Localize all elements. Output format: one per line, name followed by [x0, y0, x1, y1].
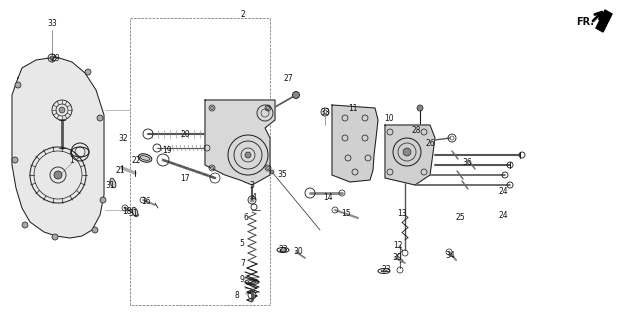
- Text: 3: 3: [250, 180, 254, 189]
- Polygon shape: [205, 100, 275, 185]
- Text: 9: 9: [240, 276, 245, 284]
- Text: 28: 28: [411, 125, 421, 134]
- Text: 13: 13: [397, 209, 407, 218]
- Text: 2: 2: [241, 10, 245, 19]
- Text: 8: 8: [235, 291, 240, 300]
- Circle shape: [245, 152, 251, 158]
- Circle shape: [97, 115, 103, 121]
- Text: 30: 30: [293, 246, 303, 255]
- Circle shape: [266, 166, 269, 170]
- Circle shape: [54, 171, 62, 179]
- Text: 16: 16: [141, 197, 151, 206]
- Polygon shape: [596, 10, 612, 32]
- Text: 10: 10: [384, 114, 394, 123]
- Text: 18: 18: [122, 207, 132, 217]
- Circle shape: [403, 148, 411, 156]
- Text: 35: 35: [277, 170, 287, 179]
- Circle shape: [417, 105, 423, 111]
- Text: 24: 24: [498, 211, 508, 220]
- Ellipse shape: [132, 207, 138, 217]
- Polygon shape: [12, 57, 104, 238]
- Text: 25: 25: [455, 213, 465, 222]
- Text: 30: 30: [392, 252, 402, 261]
- Text: 36: 36: [462, 157, 472, 166]
- Text: 27: 27: [283, 74, 293, 83]
- Text: 6: 6: [243, 213, 249, 222]
- Text: 5: 5: [240, 238, 245, 247]
- Circle shape: [12, 157, 18, 163]
- Text: 32: 32: [118, 133, 128, 142]
- Circle shape: [92, 227, 98, 233]
- Ellipse shape: [110, 178, 116, 188]
- Text: 31: 31: [105, 180, 115, 189]
- Text: 24: 24: [498, 187, 508, 196]
- Text: 4: 4: [252, 193, 256, 202]
- Polygon shape: [385, 125, 435, 185]
- Text: 17: 17: [180, 173, 190, 182]
- Text: 26: 26: [425, 139, 435, 148]
- Text: 19: 19: [162, 146, 172, 155]
- Circle shape: [292, 92, 299, 99]
- Circle shape: [270, 170, 274, 174]
- Polygon shape: [332, 105, 378, 182]
- Circle shape: [266, 107, 269, 109]
- Text: 29: 29: [50, 53, 60, 62]
- Text: 11: 11: [348, 103, 358, 113]
- Text: FR.: FR.: [576, 17, 594, 27]
- Text: 33: 33: [320, 108, 330, 116]
- Text: 12: 12: [393, 241, 403, 250]
- Text: 23: 23: [278, 244, 288, 253]
- Text: 23: 23: [381, 266, 391, 275]
- Text: 31: 31: [128, 209, 138, 218]
- Circle shape: [210, 166, 214, 170]
- Circle shape: [50, 56, 54, 60]
- Circle shape: [100, 197, 106, 203]
- Circle shape: [59, 107, 65, 113]
- Text: 14: 14: [323, 193, 333, 202]
- Text: 33: 33: [47, 19, 57, 28]
- Text: 21: 21: [115, 165, 125, 174]
- Text: 22: 22: [131, 156, 141, 164]
- Circle shape: [210, 107, 214, 109]
- Circle shape: [22, 222, 28, 228]
- Text: 20: 20: [180, 130, 190, 139]
- Text: 1: 1: [70, 156, 74, 164]
- Circle shape: [52, 234, 58, 240]
- Circle shape: [15, 82, 21, 88]
- Text: 15: 15: [341, 209, 351, 218]
- Text: 7: 7: [240, 260, 245, 268]
- Circle shape: [85, 69, 91, 75]
- Ellipse shape: [138, 154, 152, 162]
- Text: 34: 34: [445, 251, 455, 260]
